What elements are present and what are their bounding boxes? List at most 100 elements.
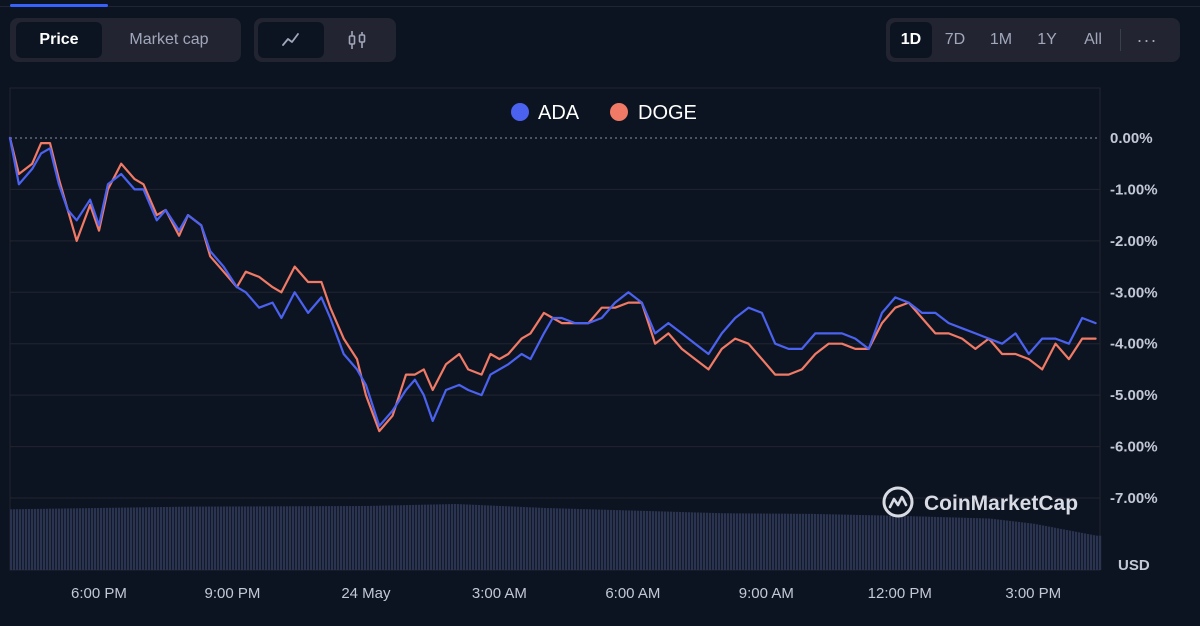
volume-bar bbox=[217, 506, 220, 570]
volume-bar bbox=[274, 506, 277, 570]
volume-bar bbox=[271, 506, 274, 570]
volume-bar bbox=[952, 517, 955, 570]
volume-bar bbox=[373, 505, 376, 570]
active-tab-underline bbox=[10, 4, 108, 7]
volume-bar bbox=[106, 507, 109, 570]
tab-price[interactable]: Price bbox=[16, 22, 102, 58]
x-tick-label: 3:00 PM bbox=[1005, 585, 1061, 602]
volume-bar bbox=[574, 508, 577, 570]
range-7d[interactable]: 7D bbox=[944, 31, 966, 48]
volume-bar bbox=[22, 509, 25, 570]
volume-bar bbox=[781, 513, 784, 570]
x-axis: 6:00 PM 9:00 PM 24 May 3:00 AM 6:00 AM 9:00 A… bbox=[71, 585, 1061, 602]
volume-bar bbox=[715, 513, 718, 570]
volume-bar bbox=[1027, 523, 1030, 570]
volume-bar bbox=[124, 507, 127, 570]
volume-bar bbox=[265, 506, 268, 570]
range-1y[interactable]: 1Y bbox=[1037, 31, 1057, 48]
volume-bar bbox=[994, 519, 997, 570]
legend-item-ada[interactable]: ADA bbox=[511, 102, 580, 124]
more-options-button[interactable]: ··· bbox=[1136, 29, 1158, 50]
line-chart-button[interactable] bbox=[258, 22, 324, 58]
volume-bar bbox=[439, 504, 442, 570]
volume-bar bbox=[652, 511, 655, 570]
volume-bar bbox=[52, 508, 55, 570]
volume-bar bbox=[28, 509, 31, 570]
volume-bar bbox=[304, 506, 307, 570]
volume-bar bbox=[1060, 528, 1063, 570]
volume-bar bbox=[685, 512, 688, 570]
volume-bar bbox=[463, 504, 466, 570]
volume-bar bbox=[496, 505, 499, 570]
volume-bar bbox=[73, 508, 76, 570]
y-axis: 0.00% -1.00% -2.00% -3.00% -4.00% -5.00% -6.00… bbox=[1110, 130, 1158, 507]
watermark-text: CoinMarketCap bbox=[924, 492, 1078, 515]
volume-bar bbox=[646, 510, 649, 570]
volume-bar bbox=[754, 513, 757, 570]
candlestick-button[interactable] bbox=[324, 22, 390, 58]
volume-bar bbox=[502, 506, 505, 570]
top-divider bbox=[0, 6, 1200, 7]
range-1m[interactable]: 1M bbox=[989, 31, 1013, 48]
volume-bar bbox=[469, 504, 472, 570]
volume-bar bbox=[40, 508, 43, 570]
x-tick-label: 24 May bbox=[341, 585, 391, 602]
volume-bar bbox=[655, 511, 658, 570]
legend-marker-ada bbox=[511, 103, 529, 121]
volume-bar bbox=[631, 510, 634, 570]
volume-bar bbox=[34, 508, 37, 570]
volume-bar bbox=[97, 507, 100, 570]
volume-bar bbox=[250, 506, 253, 570]
tab-market-cap[interactable]: Market cap bbox=[129, 31, 209, 48]
volume-bar bbox=[10, 509, 13, 570]
volume-bar bbox=[928, 516, 931, 570]
volume-bar bbox=[253, 506, 256, 570]
volume-bar bbox=[949, 517, 952, 570]
volume-bar bbox=[13, 509, 16, 570]
volume-bar bbox=[802, 513, 805, 570]
series-line-doge bbox=[8, 136, 1097, 433]
volume-bar bbox=[103, 507, 106, 570]
volume-bar bbox=[808, 513, 811, 570]
volume-bar bbox=[1024, 522, 1027, 570]
volume-bar bbox=[331, 506, 334, 570]
volume-bar bbox=[634, 510, 637, 570]
volume-bar bbox=[157, 507, 160, 570]
volume-bar bbox=[829, 514, 832, 570]
volume-bar bbox=[676, 511, 679, 570]
volume-bar bbox=[901, 515, 904, 570]
volume-bar bbox=[1009, 520, 1012, 570]
volume-bar bbox=[1084, 533, 1087, 570]
volume-bar bbox=[805, 513, 808, 570]
volume-bar bbox=[475, 504, 478, 570]
volume-bar bbox=[163, 507, 166, 570]
volume-bar bbox=[853, 514, 856, 570]
volume-bar bbox=[283, 506, 286, 570]
volume-bar bbox=[583, 509, 586, 570]
volume-bar bbox=[643, 510, 646, 570]
series-line-ada bbox=[8, 136, 1097, 428]
volume-bar bbox=[301, 506, 304, 570]
volume-bar bbox=[967, 517, 970, 570]
legend-item-doge[interactable]: DOGE bbox=[610, 102, 697, 124]
volume-bar bbox=[430, 504, 433, 570]
volume-bar bbox=[460, 504, 463, 570]
volume-bar bbox=[796, 513, 799, 570]
volume-bar bbox=[937, 516, 940, 570]
volume-bar bbox=[790, 513, 793, 570]
volume-bar bbox=[319, 506, 322, 570]
volume-bar bbox=[325, 506, 328, 570]
volume-bar bbox=[415, 504, 418, 570]
range-all[interactable]: All bbox=[1084, 31, 1102, 48]
volume-bar bbox=[649, 511, 652, 570]
volume-bar bbox=[526, 507, 529, 570]
currency-label: USD bbox=[1118, 557, 1150, 574]
volume-bar bbox=[817, 514, 820, 570]
volume-bar bbox=[310, 506, 313, 570]
volume-bar bbox=[229, 506, 232, 570]
volume-bar bbox=[76, 508, 79, 570]
range-1d[interactable]: 1D bbox=[890, 22, 932, 58]
volume-bar bbox=[247, 506, 250, 570]
volume-bar bbox=[82, 508, 85, 570]
volume-bar bbox=[871, 515, 874, 570]
